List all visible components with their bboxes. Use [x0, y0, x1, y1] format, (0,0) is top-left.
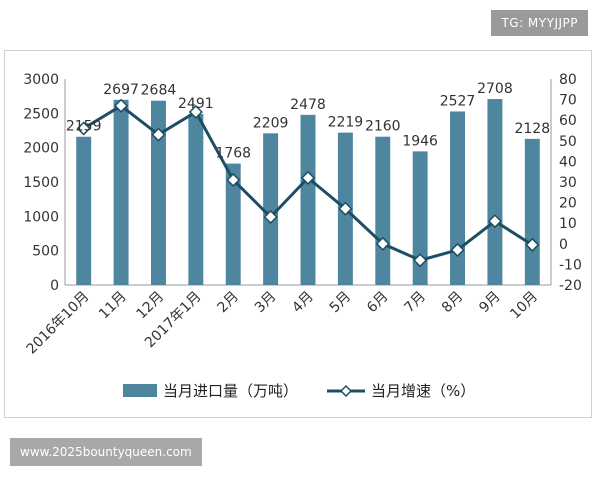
- x-tick-label: 11月: [96, 289, 130, 323]
- x-tick-label: 8月: [439, 289, 467, 317]
- bar-data-label: 2159: [66, 119, 102, 135]
- bar-data-label: 2478: [290, 97, 326, 113]
- growth-point: [375, 236, 390, 251]
- growth-point: [76, 121, 91, 136]
- bar-data-label: 2128: [514, 121, 550, 137]
- x-tick-label: 6月: [364, 289, 392, 317]
- legend-bar-label: 当月进口量（万吨）: [163, 382, 298, 400]
- chart-frame: 0 500 1000 1500 2000 2500 3000 -20 -10 0 10 20 30 40 5…: [4, 50, 592, 418]
- growth-point: [226, 172, 241, 188]
- bar-data-label: 2527: [440, 93, 476, 109]
- growth-point: [525, 237, 540, 252]
- bar-data-label: 2697: [103, 82, 139, 98]
- bar: [524, 138, 540, 285]
- y-left-tick-label: 500: [32, 244, 59, 260]
- growth-point: [188, 104, 203, 120]
- y-left-tick-label: 2500: [23, 106, 59, 122]
- bar-data-label: 1946: [402, 133, 438, 149]
- y-left-tick-label: 1000: [23, 209, 59, 225]
- growth-point: [300, 170, 316, 185]
- y-right-tick-label: 40: [559, 154, 577, 170]
- bar-data-label: 2209: [253, 115, 289, 131]
- y-right-tick-label: 30: [559, 175, 577, 191]
- x-tick-label: 3月: [252, 289, 280, 317]
- bar: [375, 136, 391, 285]
- x-tick-label: 7月: [401, 289, 429, 317]
- x-tick-label: 4月: [289, 289, 317, 317]
- y-right-tick-label: -20: [559, 278, 582, 294]
- bar-data-label: 1768: [215, 146, 251, 162]
- bar: [113, 99, 129, 285]
- bar: [300, 114, 316, 286]
- bar: [188, 113, 204, 286]
- y-right-tick-label: -10: [559, 257, 582, 273]
- x-tick-label: 5月: [327, 289, 355, 317]
- bar-data-label: 2684: [141, 83, 177, 99]
- watermark-top: TG: MYYJJPP: [491, 10, 588, 36]
- bar: [263, 133, 279, 285]
- legend-line-marker: [339, 384, 353, 398]
- bar-data-label: 2219: [328, 115, 364, 131]
- legend-line-label: 当月增速（%）: [371, 382, 475, 400]
- x-tick-label: 12月: [133, 289, 167, 323]
- legend-bar-swatch: [123, 384, 157, 397]
- y-left-tick-label: 1500: [23, 175, 59, 191]
- bar: [76, 136, 92, 285]
- bar: [150, 100, 166, 285]
- growth-point: [263, 209, 278, 225]
- y-left-tick-label: 2000: [23, 141, 59, 157]
- bar: [412, 151, 428, 285]
- y-right-tick-label: 20: [559, 196, 577, 212]
- bar-data-label: 2160: [365, 119, 401, 135]
- bar: [450, 111, 466, 285]
- growth-point: [114, 98, 129, 113]
- y-left-tick-label: 3000: [23, 72, 59, 88]
- watermark-bottom: www.2025bountyqueen.com: [10, 438, 202, 466]
- y-right-tick-label: 50: [559, 134, 577, 150]
- y-right-tick-label: 0: [559, 237, 568, 253]
- growth-point: [151, 127, 166, 142]
- chart-svg: 0 500 1000 1500 2000 2500 3000 -20 -10 0 10 20 30 40 5…: [23, 72, 582, 400]
- bar-data-label: 2491: [178, 96, 214, 112]
- y-left-tick-label: 0: [50, 278, 59, 294]
- growth-point: [487, 214, 502, 229]
- y-right-tick-label: 80: [559, 72, 577, 88]
- bar-data-label: 2708: [477, 81, 513, 97]
- bar: [487, 99, 503, 286]
- y-right-tick-label: 60: [559, 113, 577, 129]
- x-tick-label: 9月: [476, 289, 504, 317]
- x-tick-label: 10月: [507, 289, 541, 323]
- x-tick-label: 2月: [215, 289, 243, 317]
- y-right-tick-label: 70: [559, 93, 577, 109]
- y-right-tick-label: 10: [559, 216, 577, 232]
- growth-point: [413, 253, 428, 268]
- x-tick-label: 2016年10月: [24, 289, 93, 358]
- growth-point: [338, 201, 353, 216]
- bar: [225, 163, 241, 285]
- growth-point: [450, 242, 465, 258]
